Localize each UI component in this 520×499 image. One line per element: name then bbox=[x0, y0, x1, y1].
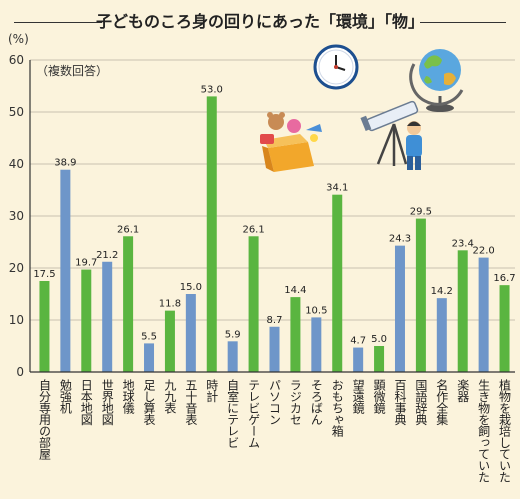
bar-value-label: 23.4 bbox=[452, 238, 474, 249]
y-tick-label: 30 bbox=[9, 209, 24, 223]
category-label: 時計 bbox=[205, 379, 219, 403]
bar-value-label: 34.1 bbox=[326, 183, 348, 194]
bar bbox=[123, 236, 134, 372]
bar bbox=[478, 257, 489, 372]
bar bbox=[353, 347, 364, 372]
bar bbox=[206, 96, 217, 373]
bar bbox=[311, 317, 322, 372]
annotation-multiple-answers: （複数回答） bbox=[36, 63, 108, 78]
bar-value-label: 22.0 bbox=[472, 246, 494, 257]
clock-icon bbox=[313, 44, 359, 90]
category-label: 九九表 bbox=[163, 379, 177, 414]
telescope-icon bbox=[360, 100, 422, 170]
bar-value-label: 14.4 bbox=[284, 285, 306, 296]
bar bbox=[81, 269, 92, 372]
bar-value-label: 19.7 bbox=[75, 258, 97, 269]
chart-title: 子どものころ身の回りにあった「環境」「物」 bbox=[95, 12, 424, 31]
category-label: 名作全集 bbox=[435, 378, 449, 426]
category-label: 世界地図 bbox=[100, 379, 114, 426]
bar-value-label: 14.2 bbox=[431, 286, 453, 297]
category-label: 足し算表 bbox=[142, 379, 156, 425]
bar-value-label: 5.5 bbox=[141, 331, 157, 342]
bar bbox=[269, 326, 280, 372]
bar bbox=[60, 169, 71, 372]
bar-value-label: 10.5 bbox=[305, 305, 327, 316]
category-label: 百科事典 bbox=[393, 379, 407, 425]
bar bbox=[436, 298, 447, 372]
toy-box-icon bbox=[260, 112, 322, 172]
y-axis-unit: (%) bbox=[8, 32, 29, 46]
category-label: パソコン bbox=[268, 379, 282, 425]
bar-value-label: 53.0 bbox=[201, 84, 223, 95]
bar bbox=[290, 297, 301, 372]
bar bbox=[164, 310, 175, 372]
bar-value-label: 8.7 bbox=[267, 315, 283, 326]
bar bbox=[227, 341, 238, 372]
bar bbox=[102, 261, 113, 372]
category-label: 五十音表 bbox=[184, 379, 198, 425]
bar bbox=[415, 218, 426, 372]
category-label: 生き物を飼っていた bbox=[477, 379, 491, 483]
bar-value-label: 26.1 bbox=[242, 224, 264, 235]
globe-icon bbox=[409, 49, 464, 112]
category-label: 顕微鏡 bbox=[372, 379, 386, 415]
bar bbox=[248, 236, 259, 372]
category-label: 自分専用の部屋 bbox=[37, 379, 51, 461]
bar-value-label: 26.1 bbox=[117, 224, 139, 235]
bar-value-label: 29.5 bbox=[410, 207, 432, 218]
y-tick-label: 10 bbox=[9, 313, 24, 327]
bar bbox=[144, 343, 155, 372]
category-label: 望遠鏡 bbox=[351, 379, 365, 415]
y-tick-label: 0 bbox=[16, 365, 24, 379]
y-tick-label: 60 bbox=[9, 53, 24, 67]
bar bbox=[185, 294, 196, 372]
bar bbox=[374, 346, 385, 372]
category-label: 国語辞典 bbox=[414, 379, 428, 425]
category-label: 植物を栽培していた bbox=[498, 378, 512, 483]
bar-value-label: 21.2 bbox=[96, 250, 118, 261]
category-label: 勉強机 bbox=[58, 379, 72, 414]
bar-value-label: 16.7 bbox=[493, 273, 515, 284]
label-layer: 17.5 自分専用の部屋 38.9 勉強机 19.7 日本地図 21.2 世界地図 26.1 地球… bbox=[33, 84, 515, 482]
axis-layer: 0 10 20 30 40 50 60 (%) （複数回答） bbox=[8, 32, 515, 379]
y-tick-label: 40 bbox=[9, 157, 24, 171]
bar-value-label: 15.0 bbox=[180, 282, 202, 293]
category-label: 日本地図 bbox=[79, 379, 93, 425]
category-label: 自室にテレビ bbox=[226, 379, 240, 448]
bar bbox=[499, 285, 510, 372]
bar-value-label: 11.8 bbox=[159, 299, 181, 310]
category-label: テレビゲーム bbox=[247, 379, 261, 448]
category-label: 地球儀 bbox=[121, 379, 135, 414]
bar bbox=[394, 245, 405, 372]
bar-value-label: 4.7 bbox=[350, 336, 366, 347]
title-rule-right bbox=[420, 22, 506, 23]
bar-value-label: 5.0 bbox=[371, 334, 387, 345]
title-rule-left bbox=[14, 22, 102, 23]
y-tick-label: 20 bbox=[9, 261, 24, 275]
category-label: ラジカセ bbox=[288, 379, 302, 425]
bar bbox=[39, 281, 50, 372]
y-tick-label: 50 bbox=[9, 105, 24, 119]
bar-value-label: 17.5 bbox=[33, 269, 55, 280]
bar bbox=[332, 194, 343, 372]
bars-layer bbox=[39, 96, 510, 373]
category-label: 楽器 bbox=[456, 379, 470, 404]
category-label: おもちゃ箱 bbox=[330, 379, 344, 437]
bar-value-label: 24.3 bbox=[389, 234, 411, 245]
bar-value-label: 38.9 bbox=[54, 158, 76, 169]
bar bbox=[457, 250, 468, 372]
bar-value-label: 5.9 bbox=[225, 329, 241, 340]
title-bar: 子どものころ身の回りにあった「環境」「物」 bbox=[0, 4, 520, 34]
category-label: そろばん bbox=[309, 379, 323, 425]
